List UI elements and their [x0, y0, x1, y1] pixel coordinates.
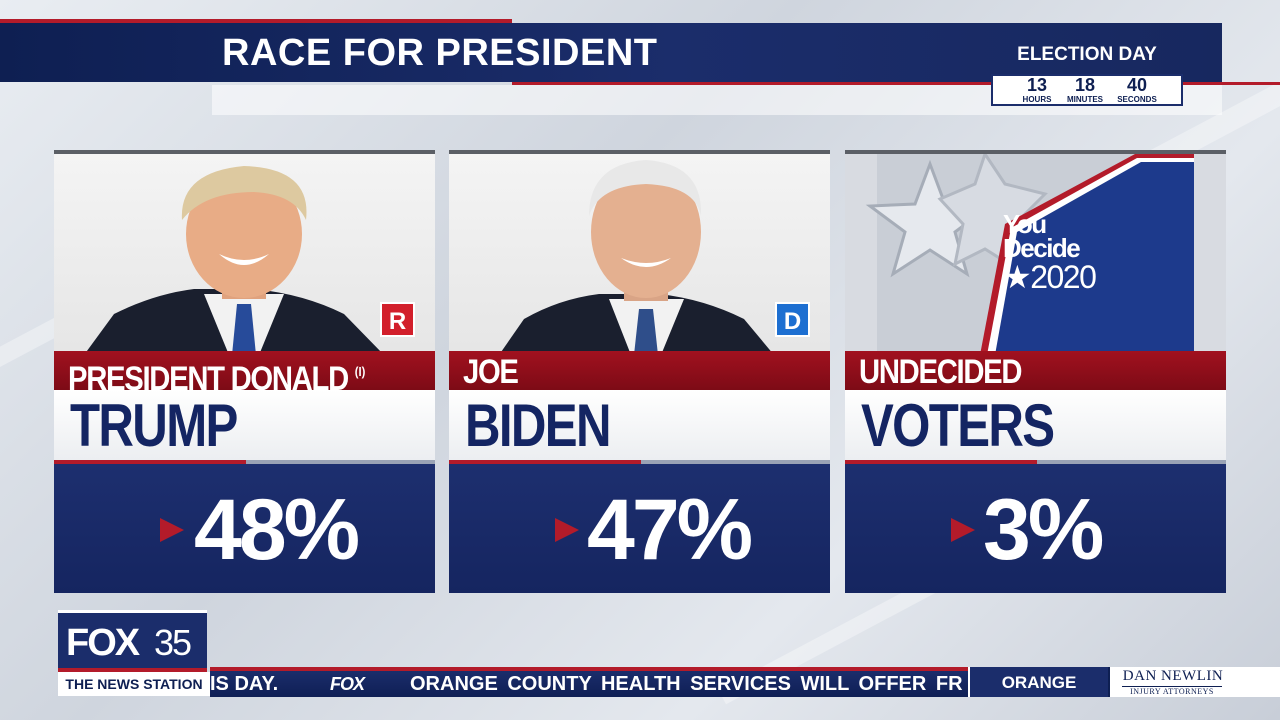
candidate-first-name-strip: UNDECIDED — [845, 351, 1226, 391]
candidate-first-name: UNDECIDED — [859, 353, 1023, 391]
card-accent-line — [641, 460, 830, 464]
countdown-minutes-label: MINUTES — [1067, 95, 1103, 104]
you-decide-logo: You Decide ★2020 — [1003, 209, 1123, 295]
incumbent-mark: (I) — [354, 364, 366, 379]
sponsor-logo: DAN NEWLIN INJURY ATTORNEYS — [1108, 667, 1280, 697]
sponsor-subtitle: INJURY ATTORNEYS — [1122, 686, 1222, 696]
party-badge-republican: R — [380, 302, 415, 337]
logo-line: You — [1003, 209, 1047, 239]
ticker-accent-line — [210, 667, 968, 671]
candidate-percent: 48% — [194, 482, 360, 578]
station-logo: FOX 35 — [58, 610, 207, 670]
ticker-fox-logo: FOX — [330, 674, 365, 694]
candidate-percent-box: 3% — [845, 464, 1226, 593]
news-ticker: IS DAY. FOX ORANGE COUNTY HEALTH SERVICE… — [210, 671, 968, 697]
candidate-last-name-strip: BIDEN — [449, 390, 830, 460]
countdown-hours-value: 13 — [1026, 75, 1048, 95]
candidate-first-name-strip: JOE — [449, 351, 830, 391]
countdown-hours: 13 HOURS — [1013, 75, 1061, 105]
candidate-last-name: TRUMP — [70, 392, 238, 459]
ticker-county-label: ORANGE — [968, 667, 1108, 697]
header-accent-line — [512, 82, 1280, 85]
card-accent-line — [449, 460, 641, 464]
candidate-percent-box: 47% — [449, 464, 830, 593]
party-badge-democrat: D — [775, 302, 810, 337]
countdown-minutes-value: 18 — [1074, 75, 1096, 95]
countdown-seconds-value: 40 — [1126, 75, 1148, 95]
candidate-last-name: VOTERS — [861, 392, 1055, 459]
candidate-portrait — [86, 166, 381, 351]
countdown-seconds: 40 SECONDS — [1113, 75, 1161, 105]
countdown-hours-label: HOURS — [1022, 95, 1052, 104]
card-accent-line — [845, 460, 1037, 464]
station-tagline: THE NEWS STATION — [58, 672, 210, 696]
candidate-portrait — [501, 160, 771, 351]
candidate-photo: D — [449, 150, 830, 351]
candidate-first-name-strip: PRESIDENT DONALD (I) — [54, 351, 435, 398]
header-bar — [0, 23, 1222, 82]
station-logo-accent — [58, 668, 207, 672]
candidate-card-biden: D JOE BIDEN 47% — [449, 150, 830, 593]
logo-year: ★2020 — [1003, 259, 1097, 295]
play-arrow-icon — [160, 518, 184, 542]
sponsor-name: DAN NEWLIN — [1122, 668, 1224, 684]
card-accent-line — [1037, 460, 1226, 464]
play-arrow-icon — [951, 518, 975, 542]
candidate-photo: R — [54, 150, 435, 351]
candidate-card-undecided: You Decide ★2020 UNDECIDED VOTERS 3% — [845, 150, 1226, 593]
candidate-percent-box: 48% — [54, 464, 435, 593]
candidate-last-name-strip: VOTERS — [845, 390, 1226, 460]
countdown-clock: 13 HOURS 18 MINUTES 40 SECONDS — [991, 74, 1183, 106]
card-accent-line — [54, 460, 246, 464]
ticker-fragment: IS DAY. — [210, 673, 279, 695]
candidate-last-name: BIDEN — [465, 392, 612, 459]
star-graphic-icon — [865, 154, 1194, 351]
countdown-label: ELECTION DAY — [1017, 44, 1157, 65]
election-countdown: ELECTION DAY 13 HOURS 18 MINUTES 40 SECO… — [991, 36, 1183, 106]
logo-line: Decide — [1003, 233, 1081, 263]
header-accent-line — [0, 19, 512, 23]
candidate-first-name: JOE — [463, 353, 519, 391]
play-arrow-icon — [555, 518, 579, 542]
you-decide-logo-panel: You Decide ★2020 — [845, 150, 1226, 351]
candidate-percent: 47% — [587, 482, 753, 578]
page-title: RACE FOR PRESIDENT — [222, 32, 658, 74]
card-accent-line — [246, 460, 435, 464]
ticker-headline: ORANGE COUNTY HEALTH SERVICES WILL OFFER… — [410, 673, 963, 695]
station-logo-fox: FOX — [66, 622, 140, 664]
countdown-minutes: 18 MINUTES — [1061, 75, 1109, 105]
station-logo-number: 35 — [154, 622, 192, 663]
candidate-percent: 3% — [983, 482, 1104, 578]
candidate-card-trump: R PRESIDENT DONALD (I) TRUMP 48% — [54, 150, 435, 593]
countdown-seconds-label: SECONDS — [1117, 95, 1157, 104]
candidate-last-name-strip: TRUMP — [54, 390, 435, 460]
